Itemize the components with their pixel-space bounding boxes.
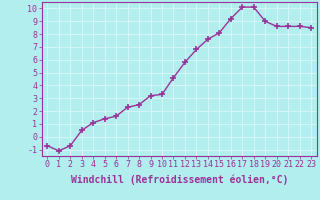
X-axis label: Windchill (Refroidissement éolien,°C): Windchill (Refroidissement éolien,°C): [70, 175, 288, 185]
